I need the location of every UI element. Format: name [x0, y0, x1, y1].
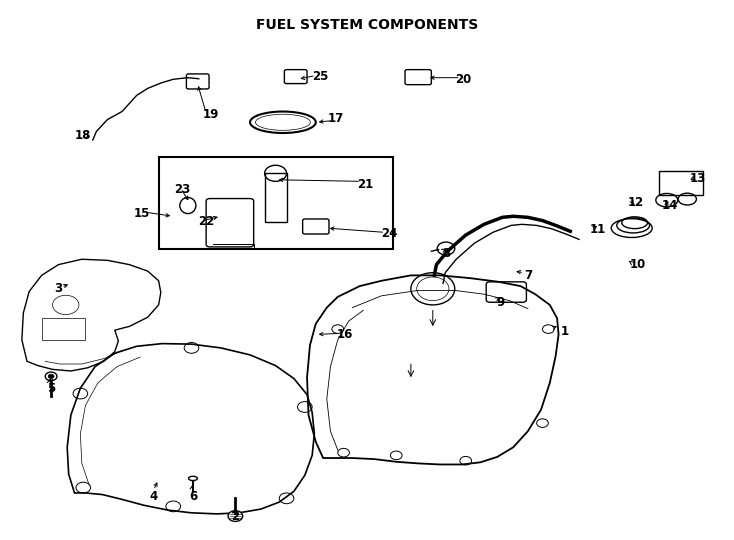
- Text: 18: 18: [75, 129, 92, 142]
- Bar: [159, 157, 393, 248]
- Circle shape: [48, 374, 54, 379]
- Text: 14: 14: [661, 199, 678, 212]
- Text: 6: 6: [189, 490, 197, 503]
- Text: 15: 15: [134, 207, 150, 220]
- Text: 21: 21: [357, 178, 374, 191]
- Bar: [265, 173, 286, 221]
- Text: FUEL SYSTEM COMPONENTS: FUEL SYSTEM COMPONENTS: [256, 17, 478, 31]
- Text: 23: 23: [175, 183, 191, 196]
- Text: 20: 20: [455, 73, 472, 86]
- Text: 25: 25: [312, 70, 328, 83]
- Text: 17: 17: [328, 112, 344, 125]
- Text: 16: 16: [337, 328, 353, 341]
- Text: 10: 10: [630, 258, 646, 271]
- Bar: [659, 171, 703, 195]
- Circle shape: [228, 511, 243, 522]
- Text: 5: 5: [47, 382, 55, 395]
- Circle shape: [46, 372, 57, 381]
- Bar: [42, 319, 85, 340]
- Text: 19: 19: [203, 107, 219, 121]
- Text: 9: 9: [496, 296, 504, 309]
- Text: 3: 3: [54, 282, 62, 295]
- Text: 22: 22: [198, 215, 214, 228]
- Text: 12: 12: [628, 197, 644, 210]
- Text: 7: 7: [524, 269, 532, 282]
- Text: 8: 8: [442, 247, 450, 260]
- Text: 1: 1: [560, 325, 569, 338]
- Text: 4: 4: [149, 490, 158, 503]
- Text: 2: 2: [231, 510, 239, 523]
- Text: 24: 24: [381, 227, 397, 240]
- Text: 13: 13: [689, 172, 705, 185]
- Text: 11: 11: [590, 223, 606, 236]
